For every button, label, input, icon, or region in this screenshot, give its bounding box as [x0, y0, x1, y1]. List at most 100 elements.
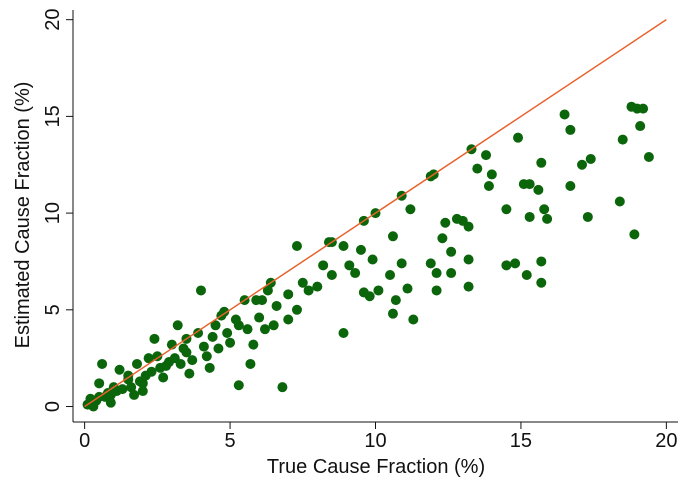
point: [486, 169, 497, 180]
point: [481, 150, 492, 161]
point: [643, 152, 654, 163]
point: [446, 246, 457, 257]
point: [536, 157, 547, 168]
point: [542, 213, 553, 224]
point: [501, 260, 512, 271]
point: [129, 389, 140, 400]
point: [318, 260, 329, 271]
x-tick-label: 15: [510, 430, 532, 452]
x-tick-label: 0: [79, 430, 90, 452]
point: [425, 258, 436, 269]
point: [172, 320, 183, 331]
point: [283, 289, 294, 300]
point: [248, 339, 259, 350]
point: [297, 277, 308, 288]
point: [635, 121, 646, 132]
point: [210, 320, 221, 331]
point: [97, 358, 108, 369]
point: [344, 260, 355, 271]
point: [355, 244, 366, 255]
point: [137, 386, 148, 397]
point: [582, 211, 593, 222]
point: [510, 258, 521, 269]
point: [123, 370, 134, 381]
point: [230, 314, 241, 325]
point: [350, 268, 361, 279]
point: [94, 378, 105, 389]
point: [440, 217, 451, 228]
reference-line: [84, 19, 667, 408]
point: [178, 343, 189, 354]
point: [283, 314, 294, 325]
point: [155, 362, 166, 373]
point: [222, 328, 233, 339]
point: [358, 287, 369, 298]
point: [338, 240, 349, 251]
point: [149, 333, 160, 344]
point: [463, 281, 474, 292]
point: [184, 368, 195, 379]
point: [626, 101, 637, 112]
point: [585, 153, 596, 164]
point: [146, 366, 157, 377]
point: [262, 285, 273, 296]
point: [291, 240, 302, 251]
point: [472, 163, 483, 174]
x-tick-label: 10: [364, 430, 386, 452]
point: [559, 109, 570, 120]
point: [105, 397, 116, 408]
y-tick-label: 20: [42, 9, 64, 31]
x-axis-title: True Cause Fraction (%): [267, 456, 485, 478]
point: [385, 269, 396, 280]
point: [501, 204, 512, 215]
point: [242, 324, 253, 335]
point: [271, 300, 282, 311]
point: [451, 213, 462, 224]
point: [402, 283, 413, 294]
point: [533, 184, 544, 195]
point: [617, 134, 628, 145]
point: [577, 159, 588, 170]
point: [638, 103, 649, 114]
point: [431, 285, 442, 296]
point: [175, 358, 186, 369]
point: [233, 380, 244, 391]
point: [312, 281, 323, 292]
point: [291, 304, 302, 315]
point: [207, 331, 218, 342]
point: [268, 320, 279, 331]
point: [195, 285, 206, 296]
point: [565, 124, 576, 135]
point: [536, 277, 547, 288]
point: [387, 231, 398, 242]
point: [204, 362, 215, 373]
x-tick-label: 20: [655, 430, 677, 452]
point: [387, 308, 398, 319]
point: [483, 181, 494, 192]
point: [518, 179, 529, 190]
point: [539, 204, 550, 215]
y-tick-label: 10: [42, 202, 64, 224]
point: [405, 204, 416, 215]
point: [431, 268, 442, 279]
y-tick-label: 5: [42, 304, 64, 315]
y-tick-label: 0: [42, 401, 64, 412]
point: [158, 372, 169, 383]
point: [396, 258, 407, 269]
point: [245, 358, 256, 369]
point: [367, 254, 378, 265]
point: [437, 233, 448, 244]
y-tick-label: 15: [42, 105, 64, 127]
point: [187, 355, 198, 366]
point: [198, 341, 209, 352]
point: [524, 211, 535, 222]
point: [152, 351, 163, 362]
y-axis-title: Estimated Cause Fraction (%): [12, 82, 34, 349]
point: [521, 269, 532, 280]
point: [259, 324, 270, 335]
point: [408, 314, 419, 325]
point: [614, 196, 625, 207]
point: [117, 384, 128, 395]
